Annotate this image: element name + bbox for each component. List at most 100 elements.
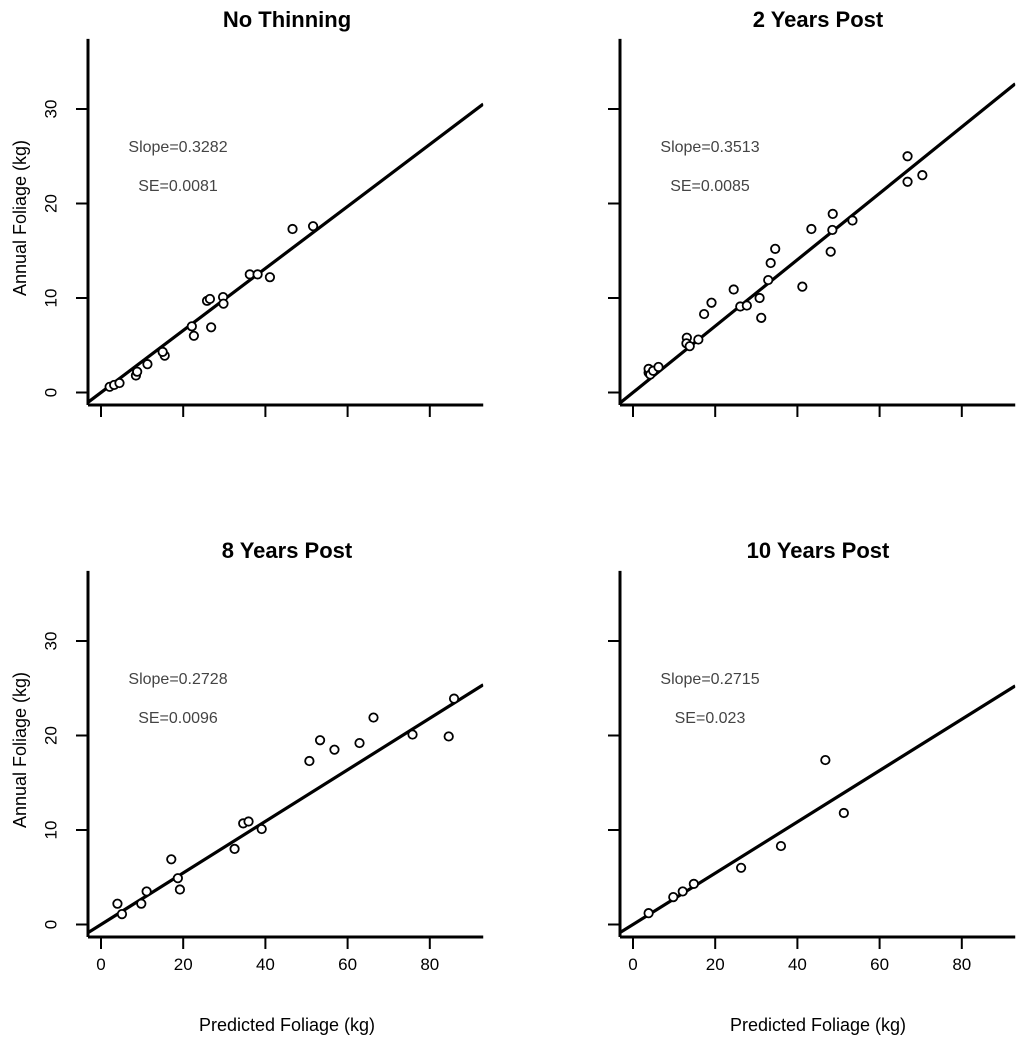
data-point	[797, 281, 808, 292]
se-annotation: SE=0.0096	[138, 710, 218, 727]
data-point	[668, 891, 679, 903]
data-point	[264, 272, 276, 283]
data-point	[314, 735, 326, 746]
panel-title: 10 Years Post	[747, 538, 890, 563]
slope-annotation: Slope=0.3513	[660, 139, 759, 156]
x-tick-label: 0	[96, 955, 105, 974]
data-point	[229, 843, 240, 855]
data-point	[354, 737, 365, 749]
data-point	[174, 884, 186, 895]
y-tick-label: 0	[41, 920, 60, 929]
data-point	[166, 854, 177, 865]
y-tick-label: 0	[41, 388, 60, 397]
data-point	[770, 243, 781, 254]
data-point	[304, 755, 315, 767]
x-tick-label: 60	[338, 955, 357, 974]
data-point	[368, 712, 379, 723]
data-point	[653, 361, 664, 373]
data-point	[136, 898, 147, 909]
data-point	[693, 334, 704, 345]
data-point	[448, 693, 460, 704]
data-point	[643, 908, 654, 919]
data-point	[141, 886, 152, 897]
y-tick-label: 20	[41, 726, 60, 745]
panel-4: 10 Years Post 0 20 40 60 80 Predicted Foliage …	[608, 538, 1016, 1035]
se-annotation: SE=0.0085	[670, 178, 750, 195]
slope-annotation: Slope=0.2728	[128, 671, 227, 688]
data-point	[741, 300, 752, 311]
panel-2: 2 Years Post Slope=0.3513 SE=0.0085	[608, 7, 1016, 417]
data-point	[763, 274, 774, 286]
data-point	[775, 840, 787, 852]
x-axis-label: Predicted Foliage (kg)	[199, 1015, 375, 1035]
data-point	[902, 176, 913, 187]
y-tick-label: 30	[41, 632, 60, 651]
data-point	[688, 878, 699, 889]
x-tick-label: 20	[706, 955, 725, 974]
x-tick-label: 40	[788, 955, 807, 974]
x-tick-label: 40	[256, 955, 275, 974]
y-tick-label: 30	[41, 100, 60, 119]
data-point	[206, 322, 217, 333]
data-point	[706, 297, 717, 308]
data-point	[172, 873, 183, 884]
x-tick-label: 0	[628, 955, 637, 974]
x-tick-label: 80	[952, 955, 971, 974]
data-point	[116, 909, 128, 920]
data-point	[114, 377, 125, 389]
slope-annotation: Slope=0.2715	[660, 671, 759, 688]
y-tick-label: 10	[41, 289, 60, 308]
data-point	[188, 330, 199, 341]
data-point	[827, 224, 838, 236]
data-point	[838, 807, 849, 819]
y-tick-label: 10	[41, 821, 60, 840]
fit-line	[88, 683, 484, 934]
data-point	[204, 293, 216, 305]
slope-annotation: Slope=0.3282	[128, 139, 227, 156]
data-point	[307, 221, 319, 232]
fit-line	[88, 102, 484, 404]
x-tick-label: 60	[870, 955, 889, 974]
data-point	[256, 823, 267, 835]
data-point	[806, 223, 817, 235]
data-point	[765, 257, 776, 269]
data-point	[329, 744, 340, 755]
data-point	[252, 269, 263, 280]
data-point	[218, 298, 229, 309]
y-axis-label: Annual Foliage (kg)	[10, 672, 30, 828]
se-annotation: SE=0.0081	[138, 178, 218, 195]
data-point	[142, 359, 153, 370]
data-point	[902, 151, 913, 162]
panel-1: No Thinning 0 10 20 30 Annual Foliage (kg) Slo…	[10, 7, 484, 417]
fit-line	[620, 82, 1016, 404]
data-point	[754, 292, 765, 304]
data-point	[735, 862, 747, 873]
data-point	[287, 223, 298, 235]
y-axis-label: Annual Foliage (kg)	[10, 140, 30, 296]
data-point	[157, 346, 168, 357]
data-point	[699, 308, 710, 320]
data-point	[132, 366, 143, 377]
data-point	[243, 816, 254, 827]
data-point	[186, 321, 197, 332]
y-tick-label: 20	[41, 194, 60, 213]
se-annotation: SE=0.023	[675, 710, 746, 727]
x-axis-label: Predicted Foliage (kg)	[730, 1015, 906, 1035]
data-point	[728, 284, 739, 295]
data-point	[684, 341, 695, 352]
panel-3: 8 Years Post 0 20 40 60 80 0 10 20 30 Annual Folia…	[10, 538, 484, 1035]
data-point	[820, 754, 831, 766]
data-point	[443, 731, 454, 742]
panel-title: 2 Years Post	[753, 7, 884, 32]
data-point	[847, 215, 858, 226]
data-point	[677, 886, 688, 897]
data-point	[112, 898, 123, 909]
data-point	[825, 246, 836, 257]
data-point	[407, 729, 418, 740]
panel-title: 8 Years Post	[222, 538, 353, 563]
data-point	[917, 170, 928, 181]
x-tick-label: 80	[420, 955, 439, 974]
panel-title: No Thinning	[223, 7, 351, 32]
data-point	[756, 312, 767, 323]
